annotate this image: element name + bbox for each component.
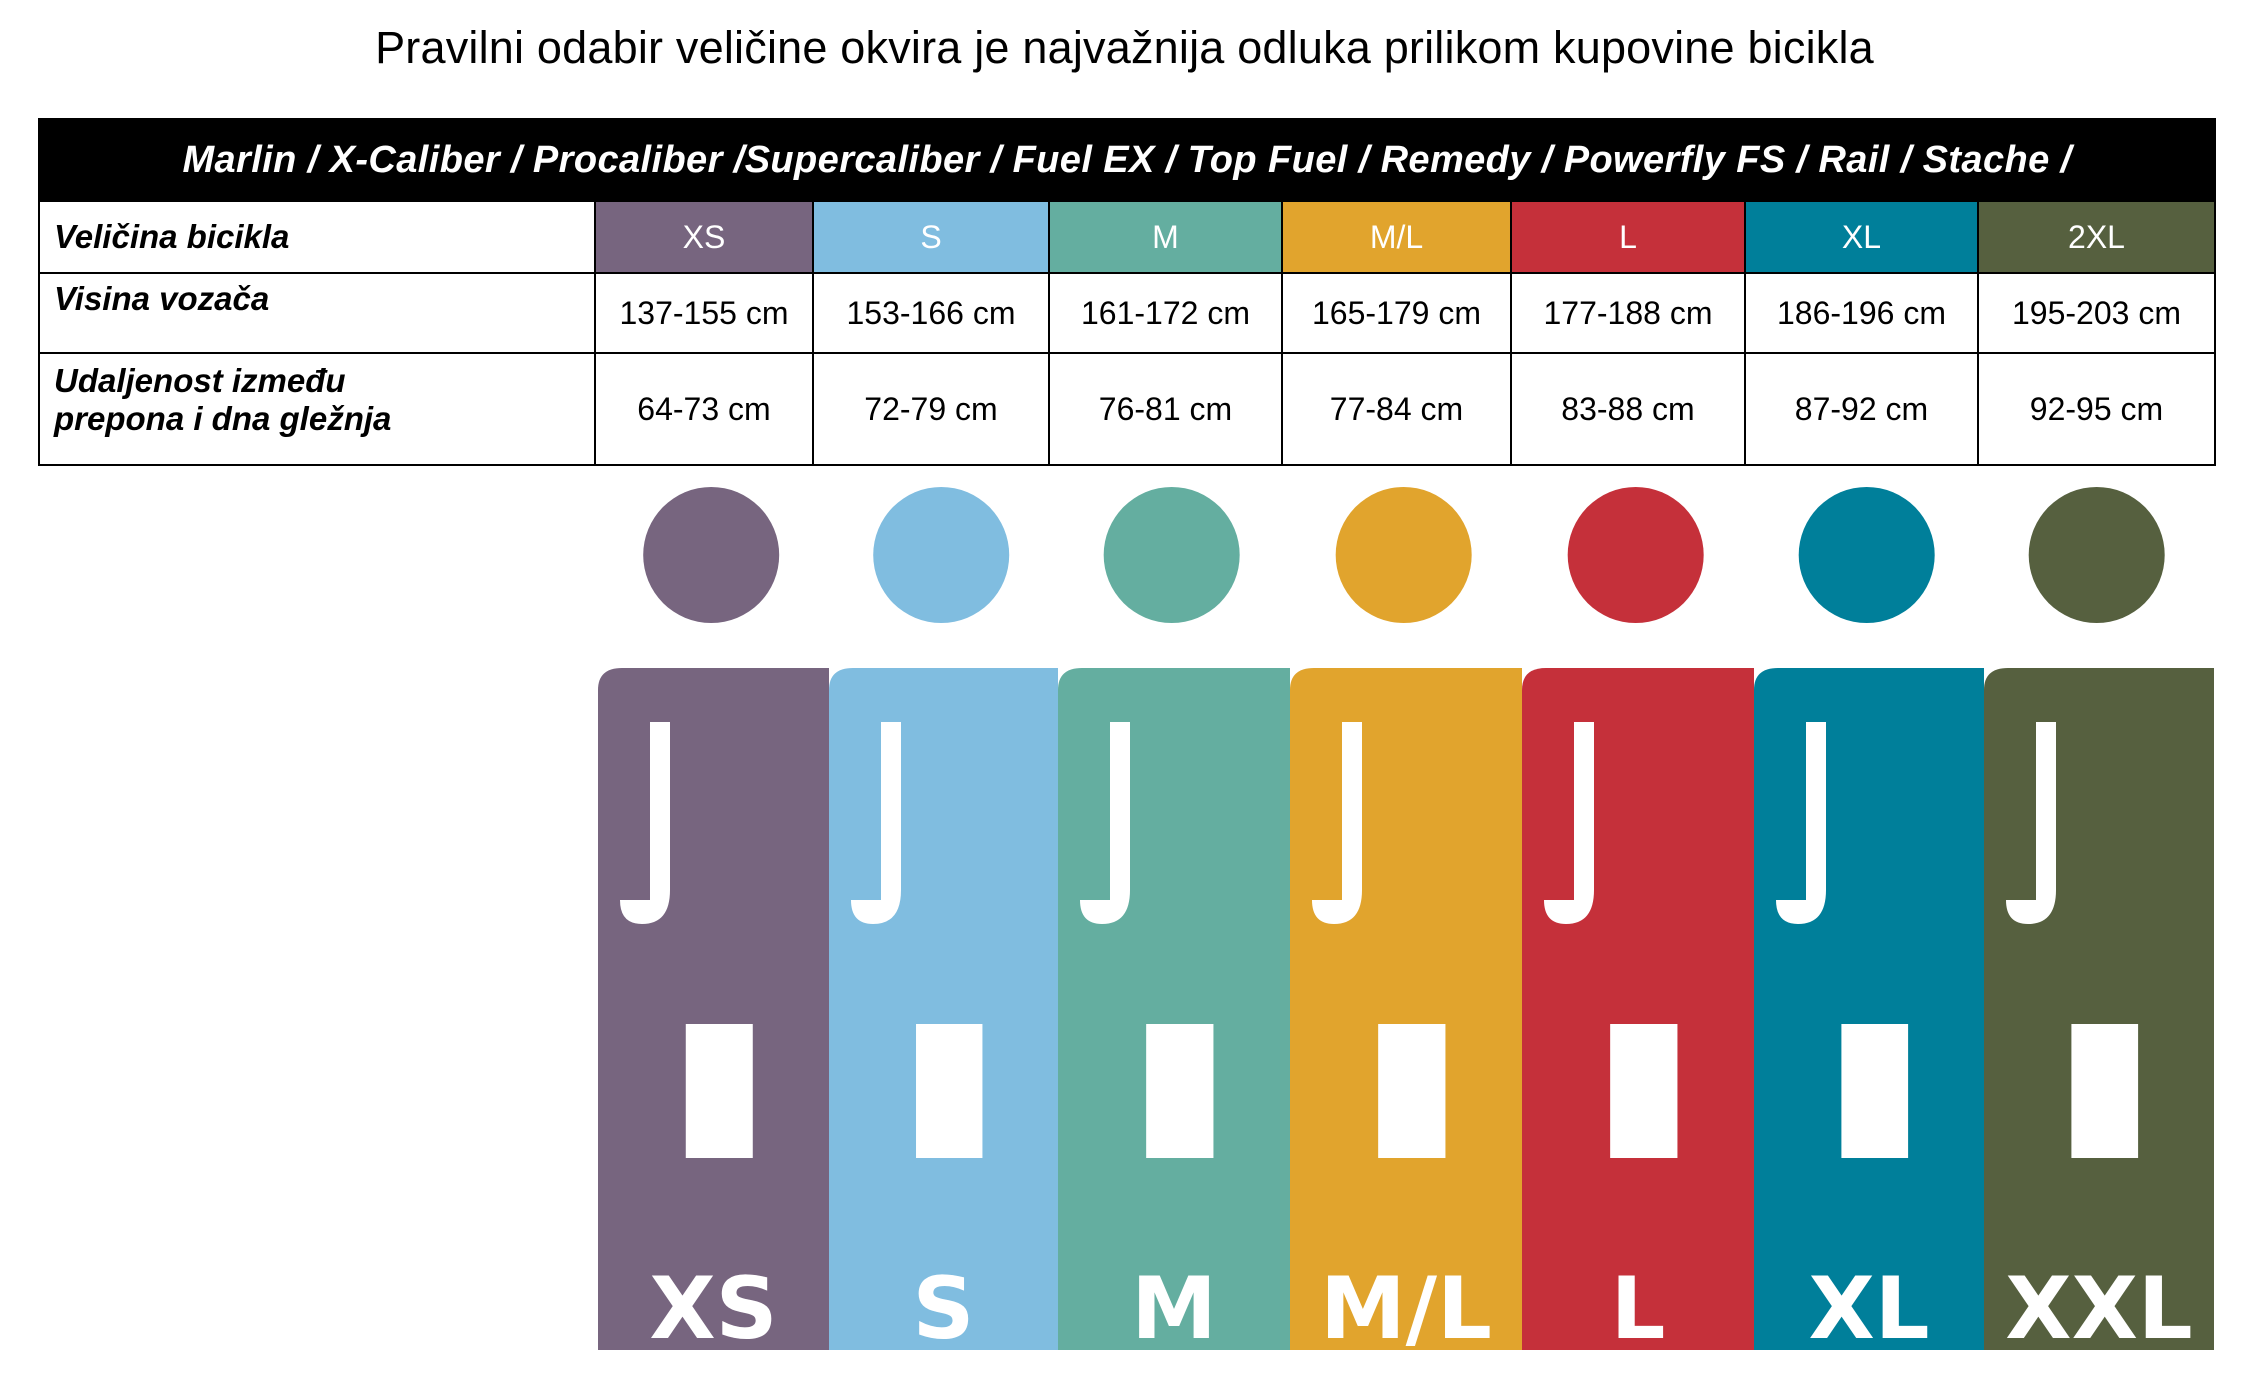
head-icon bbox=[1103, 487, 1240, 623]
height-cell: 161-172 cm bbox=[1048, 272, 1283, 354]
size-cell: XS bbox=[594, 200, 814, 274]
table-row-rider-height: Visina vozača 137-155 cm 153-166 cm 161-… bbox=[38, 272, 2216, 354]
row-label-inseam-line2: prepona i dna gležnja bbox=[54, 400, 392, 437]
height-cell: 165-179 cm bbox=[1281, 272, 1512, 354]
row-label-size: Veličina bicikla bbox=[38, 200, 596, 274]
rider-figure: L bbox=[1522, 487, 1754, 1359]
rider-figure: XXL bbox=[1984, 487, 2214, 1359]
height-cell: 137-155 cm bbox=[594, 272, 814, 354]
size-caption: XS bbox=[649, 1259, 777, 1359]
size-caption-block bbox=[1754, 1158, 1984, 1350]
arm-gap bbox=[1312, 722, 1362, 924]
size-caption-block bbox=[598, 1158, 829, 1350]
page-title: Pravilni odabir veličine okvira je najva… bbox=[375, 22, 1874, 73]
models-header: Marlin / X-Caliber / Procaliber /Superca… bbox=[38, 118, 2216, 202]
rider-figure: XS bbox=[598, 487, 829, 1359]
row-label-inseam-line1: Udaljenost između bbox=[54, 362, 346, 399]
size-caption: XL bbox=[1808, 1259, 1929, 1359]
inseam-cell: 87-92 cm bbox=[1744, 352, 1979, 466]
size-caption: S bbox=[913, 1259, 975, 1359]
arm-gap bbox=[1080, 722, 1130, 924]
leg-gap bbox=[1146, 1024, 1214, 1158]
arm-gap bbox=[2006, 722, 2056, 924]
height-cell: 195-203 cm bbox=[1977, 272, 2216, 354]
leg-gap bbox=[1610, 1024, 1678, 1158]
head-icon bbox=[643, 487, 780, 623]
size-caption-block bbox=[829, 1158, 1058, 1350]
inseam-cell: 92-95 cm bbox=[1977, 352, 2216, 466]
size-caption-block bbox=[1058, 1158, 1290, 1350]
arm-gap bbox=[1776, 722, 1826, 924]
inseam-cell: 77-84 cm bbox=[1281, 352, 1512, 466]
size-caption: M bbox=[1131, 1259, 1217, 1359]
head-icon bbox=[1798, 487, 1935, 623]
size-chart-table: Marlin / X-Caliber / Procaliber /Superca… bbox=[38, 118, 2216, 466]
size-cell: 2XL bbox=[1977, 200, 2216, 274]
rider-figure: XL bbox=[1754, 487, 1984, 1359]
rider-figure: S bbox=[829, 487, 1058, 1359]
size-caption-block bbox=[1290, 1158, 1522, 1350]
row-label-rider-height: Visina vozača bbox=[38, 272, 596, 354]
head-icon bbox=[2028, 487, 2165, 623]
size-cell: M/L bbox=[1281, 200, 1512, 274]
size-caption: XXL bbox=[2005, 1259, 2192, 1359]
leg-gap bbox=[916, 1024, 983, 1158]
arm-gap bbox=[1544, 722, 1594, 924]
rider-figure: M/L bbox=[1290, 487, 1522, 1359]
head-icon bbox=[1335, 487, 1472, 623]
head-icon bbox=[1567, 487, 1704, 623]
row-label-inseam: Udaljenost između prepona i dna gležnja bbox=[38, 352, 596, 466]
height-cell: 177-188 cm bbox=[1510, 272, 1746, 354]
leg-gap bbox=[2071, 1024, 2139, 1158]
arm-gap bbox=[851, 722, 901, 924]
size-cell: L bbox=[1510, 200, 1746, 274]
height-cell: 186-196 cm bbox=[1744, 272, 1979, 354]
leg-gap bbox=[1378, 1024, 1446, 1158]
size-caption: M/L bbox=[1320, 1259, 1492, 1359]
arm-gap bbox=[620, 722, 670, 924]
inseam-cell: 72-79 cm bbox=[812, 352, 1050, 466]
leg-gap bbox=[1841, 1024, 1909, 1158]
rider-figure: M bbox=[1058, 487, 1290, 1359]
size-cell: S bbox=[812, 200, 1050, 274]
size-caption-block bbox=[1984, 1158, 2214, 1350]
leg-gap bbox=[685, 1024, 753, 1158]
size-cell: M bbox=[1048, 200, 1283, 274]
table-row-inseam: Udaljenost između prepona i dna gležnja … bbox=[38, 352, 2216, 466]
inseam-cell: 76-81 cm bbox=[1048, 352, 1283, 466]
size-cell: XL bbox=[1744, 200, 1979, 274]
inseam-cell: 64-73 cm bbox=[594, 352, 814, 466]
head-icon bbox=[873, 487, 1010, 623]
height-cell: 153-166 cm bbox=[812, 272, 1050, 354]
inseam-cell: 83-88 cm bbox=[1510, 352, 1746, 466]
size-caption: L bbox=[1611, 1259, 1666, 1359]
table-row-size: Veličina bicikla XS S M M/L L XL 2XL bbox=[38, 200, 2216, 274]
size-caption-block bbox=[1522, 1158, 1754, 1350]
models-header-row: Marlin / X-Caliber / Procaliber /Superca… bbox=[38, 118, 2216, 202]
